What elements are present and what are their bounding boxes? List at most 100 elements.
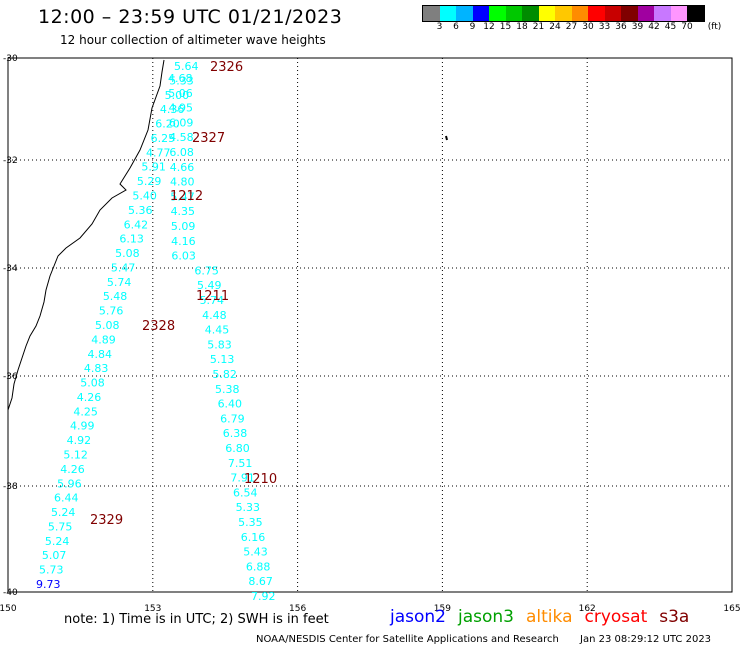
legend-s3a: s3a: [659, 607, 690, 627]
color-scale-unit: (ft): [707, 22, 722, 32]
color-scale-label: 24: [549, 22, 561, 32]
wave-height-value: 6.03: [171, 250, 196, 263]
wave-height-value: 5.75: [48, 520, 73, 533]
map-grid: [8, 58, 732, 592]
wave-height-value: 5.36: [128, 204, 153, 217]
pass-id-layer: 2326 2327 1212 1211 2328 1210 2329: [90, 60, 277, 528]
wave-height-value: 5.08: [95, 319, 120, 332]
wave-height-value: 5.07: [42, 549, 67, 562]
color-scale-label: 6: [453, 22, 459, 32]
wave-height-value: 4.26: [60, 463, 84, 476]
color-swatch: [621, 6, 638, 21]
wave-height-value: 5.35: [238, 516, 263, 529]
wave-height-value: 4.58: [169, 131, 194, 144]
wave-height-value: 5.09: [171, 220, 196, 233]
wave-height-value: 5.33: [236, 501, 260, 514]
wave-height-value: 6.08: [169, 146, 194, 159]
wave-height-value: 6.13: [119, 233, 144, 246]
color-swatch: [522, 6, 539, 21]
wave-height-value: 5.00: [165, 89, 190, 102]
color-scale-label: 36: [615, 22, 627, 32]
pass-id-label: 2327: [192, 131, 225, 146]
lon-tick-label: 165: [723, 604, 740, 614]
color-scale-label: 33: [598, 22, 611, 32]
wave-height-value: 5.29: [137, 175, 162, 188]
wave-height-value: 6.09: [169, 116, 194, 129]
wave-height-value: 4.45: [205, 324, 230, 337]
footer-timestamp: Jan 23 08:29:12 UTC 2023: [580, 634, 712, 645]
wave-height-value: 5.47: [170, 190, 195, 203]
wave-height-value: 6.20: [155, 118, 180, 131]
wave-height-value: 4.84: [87, 348, 112, 361]
wave-height-value: 5.83: [207, 338, 232, 351]
wave-height-value: 6.79: [220, 412, 245, 425]
lat-tick-label: -30: [3, 54, 18, 64]
pass-id-label: 1211: [196, 289, 229, 304]
wave-height-value: 4.26: [77, 391, 102, 404]
wave-height-value: 5.33: [169, 74, 194, 87]
color-scale-label: 27: [565, 22, 578, 32]
wave-height-value: 5.48: [103, 290, 128, 303]
wave-height-value: 5.08: [115, 247, 140, 260]
pass-id-label: 2326: [210, 60, 243, 75]
wave-height-value: 4.83: [84, 362, 109, 375]
color-swatch: [472, 6, 489, 21]
wave-height-value: 5.76: [99, 305, 124, 318]
color-scale-label: 70: [681, 22, 693, 32]
wave-height-value: 4.92: [67, 434, 92, 447]
color-swatch: [604, 6, 621, 21]
color-scale-label: 15: [499, 22, 512, 32]
color-swatch: [670, 6, 687, 21]
legend-jason3: jason3: [458, 607, 514, 627]
wave-height-value: 5.12: [63, 449, 88, 462]
color-swatch: [423, 6, 440, 21]
wave-height-value: 5.08: [80, 377, 105, 390]
wave-height-value: 4.95: [169, 102, 194, 115]
wave-height-value: 5.13: [210, 353, 235, 366]
wave-height-value: 6.54: [233, 486, 258, 499]
color-scale-label: 9: [469, 22, 476, 32]
lat-tick-label: -40: [3, 588, 18, 598]
page-subtitle: 12 hour collection of altimeter wave hei…: [60, 33, 326, 47]
observation-layer: 5.645.335.004.366.206.254.775.915.295.40…: [36, 60, 276, 603]
wave-height-value: 4.36: [160, 103, 185, 116]
wave-height-value: 7.92: [251, 590, 276, 603]
wave-height-value: 5.43: [243, 546, 267, 559]
color-swatch: [456, 6, 473, 21]
lon-tick-label: 150: [0, 604, 17, 614]
axis-ticks: 150 153 156 159 162 165 -30 -32 -34 -36 -38 -40: [0, 54, 740, 614]
legend-cryosat: cryosat: [584, 607, 648, 627]
wave-height-value: 5.74: [200, 294, 225, 307]
wave-height-value: 8.67: [248, 575, 273, 588]
satellite-legend: jason2 jason3 altika cryosat s3a: [390, 607, 701, 627]
pass-id-label: 1210: [244, 472, 277, 487]
page-title: 12:00 – 23:59 UTC 01/21/2023: [38, 6, 343, 28]
wave-height-value: 5.74: [107, 276, 132, 289]
lon-tick-label: 159: [434, 604, 451, 614]
color-swatch: [571, 6, 588, 21]
lon-tick-label: 156: [289, 604, 306, 614]
color-scale-label: 12: [483, 22, 495, 32]
lat-tick-label: -38: [3, 482, 18, 492]
color-swatch: [637, 6, 654, 21]
pass-id-label: 2328: [142, 319, 175, 334]
wave-height-value: 5.06: [168, 87, 193, 100]
footer-credit: NOAA/NESDIS Center for Satellite Applica…: [256, 634, 559, 645]
wave-height-value: 5.38: [215, 383, 240, 396]
wave-height-value: 9.73: [36, 578, 61, 591]
wave-height-value: 5.96: [57, 477, 81, 490]
lon-tick-label: 153: [144, 604, 161, 614]
color-swatch: [588, 6, 605, 21]
wave-height-value: 4.68: [168, 72, 193, 85]
wave-height-value: 4.48: [202, 309, 227, 322]
wave-height-value: 4.77: [146, 146, 171, 159]
wave-height-value: 4.89: [91, 333, 116, 346]
color-scale-label: 42: [648, 22, 660, 32]
lat-tick-label: -34: [3, 264, 18, 274]
wave-height-value: 6.40: [218, 398, 243, 411]
wave-height-value: 5.49: [197, 279, 222, 292]
color-swatch: [654, 6, 671, 21]
color-scale-label: 45: [664, 22, 677, 32]
legend-altika: altika: [526, 607, 573, 627]
